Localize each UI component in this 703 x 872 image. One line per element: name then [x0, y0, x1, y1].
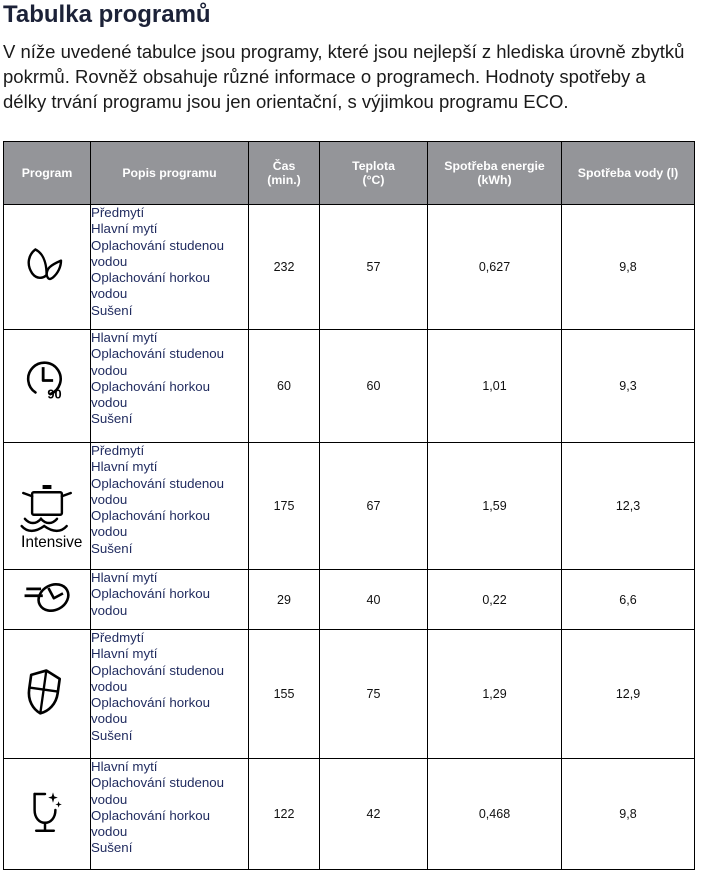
svg-text:Intensive: Intensive — [21, 532, 82, 551]
svg-text:90: 90 — [47, 386, 61, 401]
